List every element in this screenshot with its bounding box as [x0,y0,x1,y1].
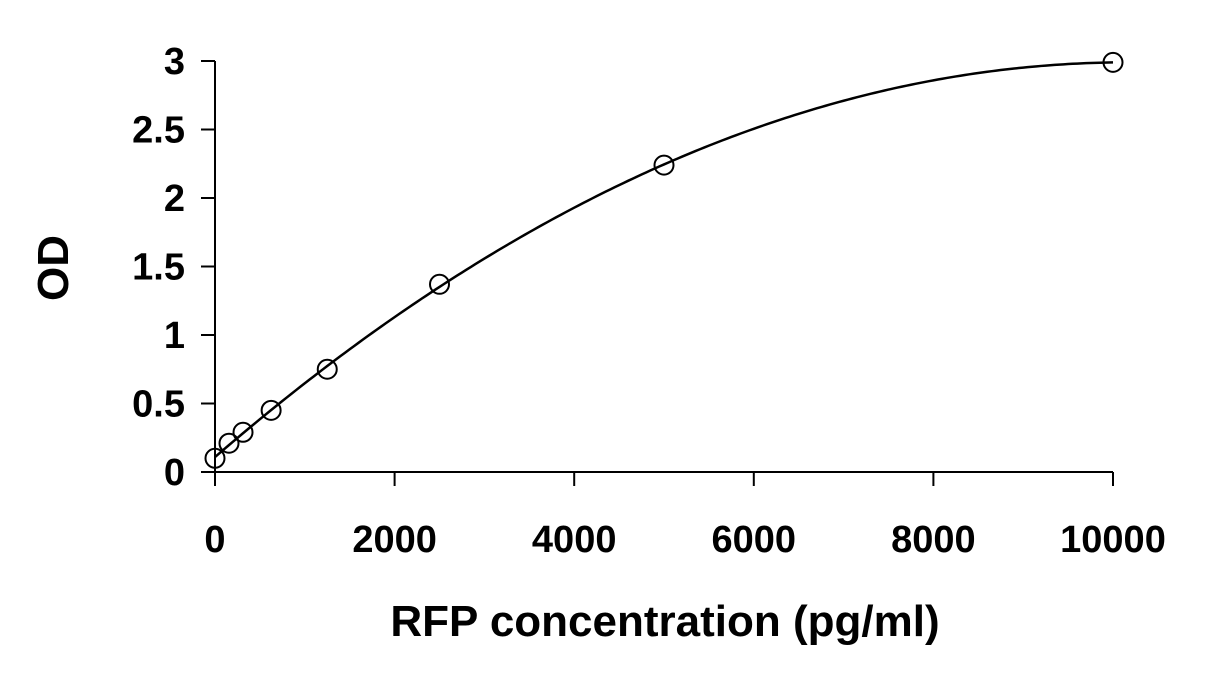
data-point [1102,51,1124,73]
y-tick-label: 2.5 [132,110,185,152]
x-tick-label: 6000 [712,519,797,561]
data-point [316,358,338,380]
x-tick-label: 10000 [1060,519,1166,561]
x-tick-label: 2000 [352,519,437,561]
data-point [429,273,450,295]
fit-curve [214,61,1114,459]
data-points-layer [204,51,1124,469]
x-axis-title: RFP concentration (pg/ml) [390,597,939,646]
y-tick-label: 2 [164,178,185,220]
data-point [260,399,282,421]
fit-curve-layer [214,61,1114,459]
y-axis-title: OD [29,235,78,301]
data-point [218,432,240,454]
data-point [653,154,675,176]
y-tick-label: 3 [164,41,185,83]
data-point [232,421,254,443]
x-tick-label: 0 [204,519,225,561]
axes [201,60,1114,486]
y-tick-label: 0.5 [132,384,185,426]
y-tick-label: 1.5 [132,247,185,289]
y-tick-label: 0 [164,452,185,494]
tick-labels-layer: 0 0.5 1 1.5 2 2.5 3 0 2000 4000 6000 8000 10000 [132,41,1166,561]
data-point [204,447,226,469]
y-tick-label: 1 [164,315,185,357]
x-tick-label: 8000 [891,519,976,561]
x-tick-label: 4000 [532,519,617,561]
